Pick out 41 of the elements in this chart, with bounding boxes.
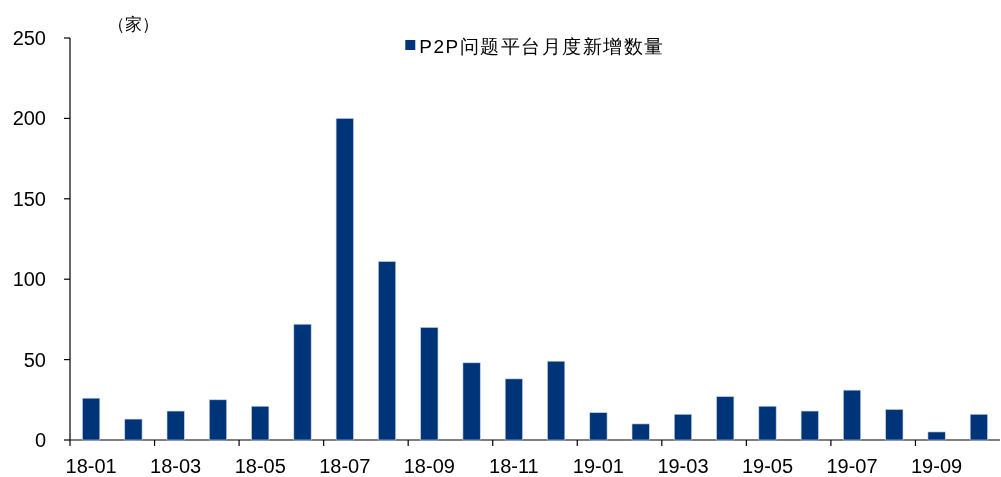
bar xyxy=(251,405,270,441)
bar xyxy=(843,389,862,441)
y-tick-label: 100 xyxy=(12,268,46,291)
x-tick-label: 18-01 xyxy=(65,455,117,477)
bar xyxy=(504,378,523,441)
bar xyxy=(716,396,735,441)
x-tick-label: 18-03 xyxy=(150,455,202,477)
x-tick-label: 19-09 xyxy=(911,455,963,477)
bar xyxy=(208,399,227,441)
bar xyxy=(82,397,101,441)
x-tick-label: 18-07 xyxy=(319,455,371,477)
bar xyxy=(800,410,819,441)
bar xyxy=(758,405,777,441)
bar xyxy=(589,412,608,441)
bar xyxy=(166,410,185,441)
bar xyxy=(547,360,566,441)
bar xyxy=(969,413,988,441)
legend: P2P问题平台月度新增数量 xyxy=(405,35,665,57)
x-tick-label: 19-05 xyxy=(741,455,794,477)
y-tick-label: 0 xyxy=(34,429,46,451)
bar xyxy=(378,261,397,441)
bar xyxy=(631,423,650,441)
bar xyxy=(462,362,481,441)
x-tick-label: 19-01 xyxy=(572,455,624,477)
y-tick-label: 50 xyxy=(23,348,46,371)
y-tick-label: 150 xyxy=(12,187,46,210)
x-tick-label: 19-03 xyxy=(657,455,709,477)
x-tick-label: 18-05 xyxy=(234,455,286,477)
bar xyxy=(335,118,354,441)
bar xyxy=(885,409,904,441)
y-tick-label: 200 xyxy=(12,107,46,130)
bar xyxy=(927,431,946,441)
bar xyxy=(293,323,312,441)
x-tick-label: 18-09 xyxy=(403,455,455,477)
bar xyxy=(124,418,143,441)
bar xyxy=(673,413,692,441)
x-tick-label: 18-11 xyxy=(489,455,539,477)
x-tick-label: 19-07 xyxy=(826,455,878,477)
y-tick-label: 250 xyxy=(12,27,46,49)
ylabel: （家） xyxy=(108,15,159,34)
bar xyxy=(420,327,439,441)
